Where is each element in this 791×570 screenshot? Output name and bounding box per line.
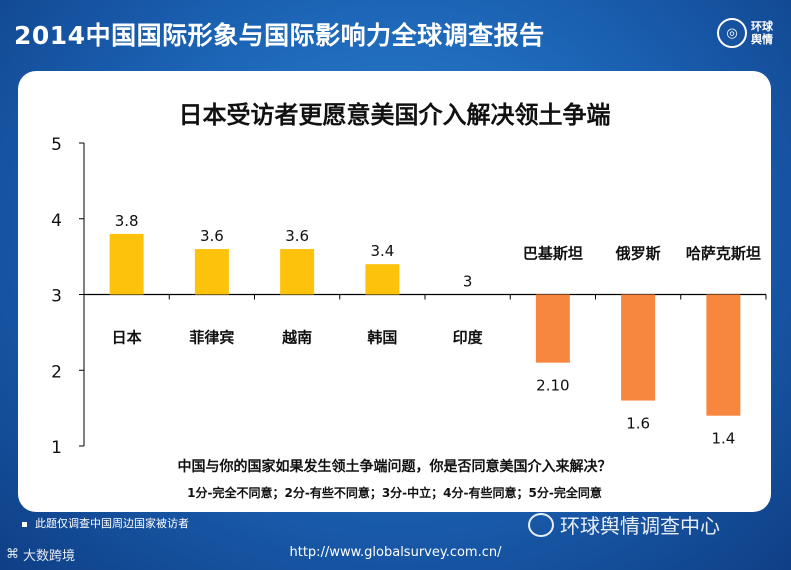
y-tick-label: 3 — [51, 287, 62, 307]
y-tick-label: 2 — [51, 362, 62, 382]
footnote-text: 此题仅调查中国周边国家被访者 — [35, 517, 189, 530]
data-label: 2.10 — [536, 377, 569, 395]
bar-6 — [621, 294, 656, 401]
category-label: 巴基斯坦 — [523, 245, 583, 263]
bottom-left-brand: ⌘ 大数跨境 — [6, 545, 75, 564]
brand-mark-icon: ⌘ — [6, 547, 19, 562]
category-label: 日本 — [112, 329, 142, 347]
category-label: 印度 — [453, 329, 484, 347]
y-tick-label: 4 — [51, 211, 62, 231]
x-axis-label: 中国与你的国家如果发生领土争端问题，你是否同意美国介入来解决？ — [177, 459, 612, 475]
category-label: 韩国 — [367, 329, 397, 347]
bar-chart: 1 2 3 4 5 3.8 日本 3.6 菲律宾 3.6 越南 3.4 韩国 3 印度 2.10 巴基斯坦 1.6… — [51, 135, 767, 458]
category-label: 俄罗斯 — [615, 245, 661, 263]
scale-legend: 1分-完全不同意；2分-有些不同意；3分-中立；4分-有些同意；5分-完全同意 — [187, 486, 602, 500]
y-tick-label: 1 — [51, 438, 62, 458]
bar-5 — [535, 294, 570, 363]
data-label: 1.4 — [711, 430, 735, 448]
category-label: 菲律宾 — [189, 329, 234, 347]
data-label: 1.6 — [626, 415, 650, 433]
data-label: 3 — [463, 273, 473, 291]
data-label: 3.8 — [115, 212, 139, 230]
bar-0 — [109, 233, 144, 295]
bullet-icon — [22, 521, 27, 527]
footnote: 此题仅调查中国周边国家被访者 — [22, 515, 189, 531]
site-url: http://www.globalsurvey.com.cn/ — [289, 545, 502, 560]
bar-1 — [194, 249, 229, 295]
bar-2 — [280, 249, 315, 295]
logo-text: 环球舆情 — [751, 20, 773, 46]
data-label: 3.6 — [200, 227, 224, 245]
page-title: 2014中国国际形象与国际影响力全球调查报告 — [14, 21, 545, 50]
data-label: 3.6 — [285, 227, 309, 245]
watermark-text: 环球舆情调查中心 — [560, 514, 720, 538]
chart-panel: 日本受访者更愿意美国介入解决领土争端 1 2 3 4 5 3.8 日本 3.6 菲律宾 3.6 越南… — [18, 71, 771, 512]
data-label: 3.4 — [370, 242, 394, 260]
globe-icon: ◎ — [717, 18, 747, 48]
bar-7 — [706, 294, 741, 416]
category-label: 越南 — [281, 329, 312, 347]
y-tick-label: 5 — [51, 135, 62, 155]
watermark: 环球舆情调查中心 — [528, 510, 720, 539]
chart-title: 日本受访者更愿意美国介入解决领土争端 — [178, 101, 611, 129]
bottom-left-text: 大数跨境 — [23, 549, 76, 564]
brand-logo: ◎ 环球舆情 — [717, 18, 777, 48]
chat-icon — [528, 512, 554, 537]
bar-3 — [365, 264, 400, 295]
category-label: 哈萨克斯坦 — [686, 245, 761, 263]
